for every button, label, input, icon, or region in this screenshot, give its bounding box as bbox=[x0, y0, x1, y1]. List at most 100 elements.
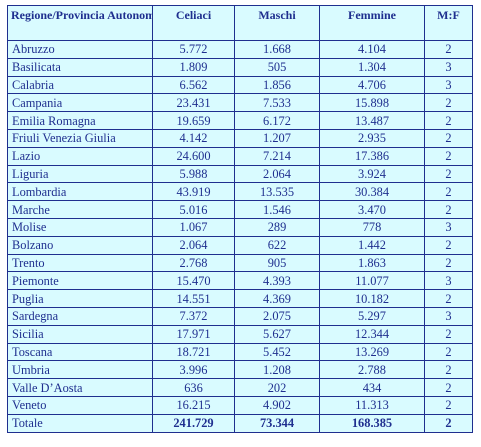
celiac-statistics-table: Regione/Provincia Autonoma Celiaci Masch… bbox=[7, 5, 473, 433]
cell-ratio: 2 bbox=[424, 200, 473, 219]
cell-maschi: 2.064 bbox=[234, 164, 320, 184]
cell-maschi: 4.369 bbox=[234, 289, 320, 308]
cell-maschi: 7.533 bbox=[234, 93, 320, 113]
table-row: Liguria 5.988 2.064 3.924 2 bbox=[7, 164, 473, 184]
header-ratio: M:F bbox=[424, 5, 473, 41]
cell-region: Valle D’Aosta bbox=[7, 378, 153, 397]
cell-region: Veneto bbox=[7, 395, 153, 415]
cell-region: Marche bbox=[7, 200, 153, 219]
cell-celiaci: 5.016 bbox=[152, 200, 235, 219]
cell-region: Puglia bbox=[7, 289, 153, 308]
table-row: Marche 5.016 1.546 3.470 2 bbox=[7, 200, 473, 219]
cell-ratio: 2 bbox=[424, 360, 473, 380]
cell-region: Calabria bbox=[7, 75, 153, 95]
cell-femmine: 13.269 bbox=[319, 342, 425, 362]
cell-maschi: 505 bbox=[234, 57, 320, 77]
table-row: Veneto 16.215 4.902 11.313 2 bbox=[7, 395, 473, 415]
cell-femmine: 11.313 bbox=[319, 395, 425, 415]
table-row: Friuli Venezia Giulia 4.142 1.207 2.935 2 bbox=[7, 128, 473, 148]
cell-femmine: 10.182 bbox=[319, 289, 425, 308]
cell-region: Abruzzo bbox=[7, 40, 153, 59]
cell-ratio: 2 bbox=[424, 40, 473, 59]
table-row: Trento 2.768 905 1.863 2 bbox=[7, 253, 473, 273]
cell-celiaci: 3.996 bbox=[152, 360, 235, 380]
table-row: Emilia Romagna 19.659 6.172 13.487 2 bbox=[7, 111, 473, 130]
table-row: Calabria 6.562 1.856 4.706 3 bbox=[7, 75, 473, 95]
cell-maschi: 1.207 bbox=[234, 128, 320, 148]
total-cell-celiaci: 241.729 bbox=[152, 413, 235, 433]
table-body: Abruzzo 5.772 1.668 4.104 2 Basilicata 1.809 50… bbox=[7, 40, 473, 433]
cell-ratio: 2 bbox=[424, 342, 473, 362]
cell-femmine: 1.304 bbox=[319, 57, 425, 77]
cell-celiaci: 16.215 bbox=[152, 395, 235, 415]
cell-femmine: 5.297 bbox=[319, 306, 425, 326]
cell-celiaci: 5.772 bbox=[152, 40, 235, 59]
cell-region: Piemonte bbox=[7, 271, 153, 291]
table-total-row: Totale 241.729 73.344 168.385 2 bbox=[7, 413, 473, 433]
cell-region: Bolzano bbox=[7, 235, 153, 255]
cell-ratio: 2 bbox=[424, 235, 473, 255]
total-cell-region: Totale bbox=[7, 413, 153, 433]
table-row: Lazio 24.600 7.214 17.386 2 bbox=[7, 146, 473, 166]
table-row: Valle D’Aosta 636 202 434 2 bbox=[7, 378, 473, 397]
cell-maschi: 1.208 bbox=[234, 360, 320, 380]
cell-femmine: 30.384 bbox=[319, 182, 425, 202]
total-cell-femmine: 168.385 bbox=[319, 413, 425, 433]
cell-maschi: 4.902 bbox=[234, 395, 320, 415]
cell-femmine: 4.104 bbox=[319, 40, 425, 59]
header-region: Regione/Provincia Autonoma bbox=[7, 5, 153, 41]
cell-maschi: 5.452 bbox=[234, 342, 320, 362]
cell-celiaci: 24.600 bbox=[152, 146, 235, 166]
cell-celiaci: 2.064 bbox=[152, 235, 235, 255]
cell-region: Basilicata bbox=[7, 57, 153, 77]
cell-ratio: 3 bbox=[424, 57, 473, 77]
cell-ratio: 3 bbox=[424, 75, 473, 95]
cell-region: Trento bbox=[7, 253, 153, 273]
table-row: Toscana 18.721 5.452 13.269 2 bbox=[7, 342, 473, 362]
table-row: Abruzzo 5.772 1.668 4.104 2 bbox=[7, 40, 473, 59]
cell-maschi: 2.075 bbox=[234, 306, 320, 326]
cell-celiaci: 18.721 bbox=[152, 342, 235, 362]
cell-ratio: 3 bbox=[424, 217, 473, 237]
cell-femmine: 3.924 bbox=[319, 164, 425, 184]
cell-celiaci: 6.562 bbox=[152, 75, 235, 95]
cell-ratio: 2 bbox=[424, 128, 473, 148]
table-row: Basilicata 1.809 505 1.304 3 bbox=[7, 57, 473, 77]
cell-maschi: 1.856 bbox=[234, 75, 320, 95]
table-row: Sicilia 17.971 5.627 12.344 2 bbox=[7, 324, 473, 344]
cell-ratio: 2 bbox=[424, 93, 473, 113]
cell-celiaci: 19.659 bbox=[152, 111, 235, 130]
table-row: Molise 1.067 289 778 3 bbox=[7, 217, 473, 237]
cell-celiaci: 2.768 bbox=[152, 253, 235, 273]
cell-ratio: 2 bbox=[424, 289, 473, 308]
cell-region: Toscana bbox=[7, 342, 153, 362]
cell-region: Lombardia bbox=[7, 182, 153, 202]
cell-femmine: 1.863 bbox=[319, 253, 425, 273]
cell-celiaci: 17.971 bbox=[152, 324, 235, 344]
cell-ratio: 2 bbox=[424, 182, 473, 202]
cell-maschi: 1.668 bbox=[234, 40, 320, 59]
cell-ratio: 2 bbox=[424, 146, 473, 166]
header-femmine: Femmine bbox=[319, 5, 425, 41]
cell-femmine: 17.386 bbox=[319, 146, 425, 166]
cell-femmine: 434 bbox=[319, 378, 425, 397]
cell-maschi: 6.172 bbox=[234, 111, 320, 130]
cell-celiaci: 23.431 bbox=[152, 93, 235, 113]
table-row: Umbria 3.996 1.208 2.788 2 bbox=[7, 360, 473, 380]
cell-region: Molise bbox=[7, 217, 153, 237]
cell-femmine: 13.487 bbox=[319, 111, 425, 130]
cell-ratio: 2 bbox=[424, 164, 473, 184]
cell-maschi: 7.214 bbox=[234, 146, 320, 166]
cell-maschi: 4.393 bbox=[234, 271, 320, 291]
cell-femmine: 3.470 bbox=[319, 200, 425, 219]
cell-celiaci: 1.809 bbox=[152, 57, 235, 77]
table-row: Piemonte 15.470 4.393 11.077 3 bbox=[7, 271, 473, 291]
cell-ratio: 2 bbox=[424, 253, 473, 273]
cell-maschi: 13.535 bbox=[234, 182, 320, 202]
cell-region: Friuli Venezia Giulia bbox=[7, 128, 153, 148]
cell-celiaci: 7.372 bbox=[152, 306, 235, 326]
cell-celiaci: 15.470 bbox=[152, 271, 235, 291]
cell-ratio: 2 bbox=[424, 111, 473, 130]
cell-maschi: 289 bbox=[234, 217, 320, 237]
cell-ratio: 3 bbox=[424, 306, 473, 326]
